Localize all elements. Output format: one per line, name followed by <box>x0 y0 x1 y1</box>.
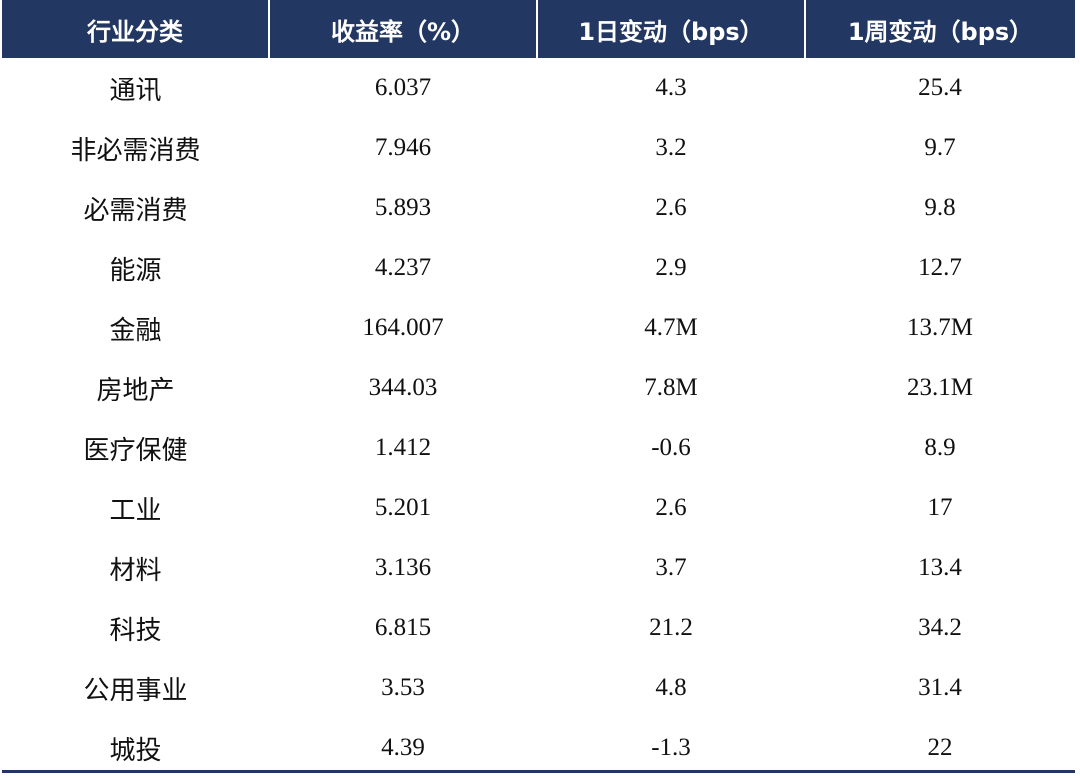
change-1w-cell: 9.8 <box>924 194 956 221</box>
table-row: 房地产 344.03 7.8M 23.1M <box>2 358 1075 418</box>
change-1d-cell: -0.6 <box>651 434 691 461</box>
yield-cell: 5.201 <box>374 494 432 521</box>
sector-cell: 必需消费 <box>83 195 188 226</box>
change-1w-cell: 13.4 <box>918 554 962 581</box>
change-1w-cell: 12.7 <box>918 254 962 281</box>
sector-cell: 非必需消费 <box>70 135 201 166</box>
table-row: 城投 4.39 -1.3 22 <box>2 718 1075 778</box>
header-sector: 行业分类 <box>2 0 270 58</box>
yield-cell: 3.136 <box>374 554 432 581</box>
change-1d-cell: -1.3 <box>651 734 691 761</box>
change-1d-cell: 3.2 <box>655 134 687 161</box>
sector-cell: 金融 <box>109 315 162 346</box>
yield-cell: 4.39 <box>381 734 425 761</box>
yield-cell: 3.53 <box>381 674 425 701</box>
table-row: 金融 164.007 4.7M 13.7M <box>2 298 1075 358</box>
sector-cell: 城投 <box>109 735 162 766</box>
table-row: 工业 5.201 2.6 17 <box>2 478 1075 538</box>
change-1d-cell: 2.6 <box>655 494 687 521</box>
header-1d-change: 1日变动（bps） <box>536 0 806 58</box>
header-row: 行业分类 收益率（%） 1日变动（bps） 1周变动（bps） <box>2 0 1075 58</box>
change-1w-cell: 13.7M <box>907 314 973 341</box>
sector-cell: 通讯 <box>109 75 162 106</box>
sector-cell: 工业 <box>109 495 162 526</box>
change-1w-cell: 17 <box>927 494 953 521</box>
change-1w-cell: 23.1M <box>907 374 973 401</box>
change-1d-cell: 4.3 <box>655 74 687 101</box>
change-1w-cell: 22 <box>927 734 953 761</box>
change-1d-cell: 4.8 <box>655 674 687 701</box>
change-1w-cell: 34.2 <box>918 614 962 641</box>
table-row: 公用事业 3.53 4.8 31.4 <box>2 658 1075 718</box>
table-header: 行业分类 收益率（%） 1日变动（bps） 1周变动（bps） <box>2 0 1075 58</box>
change-1d-cell: 3.7 <box>655 554 687 581</box>
change-1d-cell: 2.9 <box>655 254 687 281</box>
table-row: 医疗保健 1.412 -0.6 8.9 <box>2 418 1075 478</box>
table-bottom-rule <box>2 770 1075 773</box>
yield-cell: 6.815 <box>374 614 432 641</box>
change-1w-cell: 31.4 <box>918 674 962 701</box>
yield-cell: 1.412 <box>374 434 432 461</box>
sector-cell: 科技 <box>109 615 162 646</box>
change-1d-cell: 2.6 <box>655 194 687 221</box>
sector-cell: 医疗保健 <box>83 435 188 466</box>
sector-cell: 公用事业 <box>83 675 188 706</box>
table-row: 材料 3.136 3.7 13.4 <box>2 538 1075 598</box>
change-1d-cell: 7.8M <box>644 374 698 401</box>
table-body: 通讯 6.037 4.3 25.4 非必需消费 7.946 3.2 9.7 必需消费 5.893 2… <box>2 58 1075 778</box>
table-row: 能源 4.237 2.9 12.7 <box>2 238 1075 298</box>
header-yield: 收益率（%） <box>268 0 538 58</box>
change-1w-cell: 25.4 <box>918 74 962 101</box>
yield-cell: 4.237 <box>374 254 432 281</box>
table-row: 必需消费 5.893 2.6 9.8 <box>2 178 1075 238</box>
sector-cell: 房地产 <box>96 375 175 406</box>
change-1w-cell: 8.9 <box>924 434 956 461</box>
yield-cell: 5.893 <box>374 194 432 221</box>
sector-cell: 材料 <box>109 555 162 586</box>
yield-cell: 344.03 <box>368 374 438 401</box>
change-1d-cell: 21.2 <box>649 614 693 641</box>
change-1w-cell: 9.7 <box>924 134 956 161</box>
yield-cell: 6.037 <box>374 74 432 101</box>
header-1w-change: 1周变动（bps） <box>804 0 1075 58</box>
table-row: 通讯 6.037 4.3 25.4 <box>2 58 1075 118</box>
table-row: 非必需消费 7.946 3.2 9.7 <box>2 118 1075 178</box>
table-row: 科技 6.815 21.2 34.2 <box>2 598 1075 658</box>
yield-cell: 7.946 <box>374 134 432 161</box>
change-1d-cell: 4.7M <box>644 314 698 341</box>
sector-cell: 能源 <box>109 255 162 286</box>
yield-cell: 164.007 <box>362 314 444 341</box>
